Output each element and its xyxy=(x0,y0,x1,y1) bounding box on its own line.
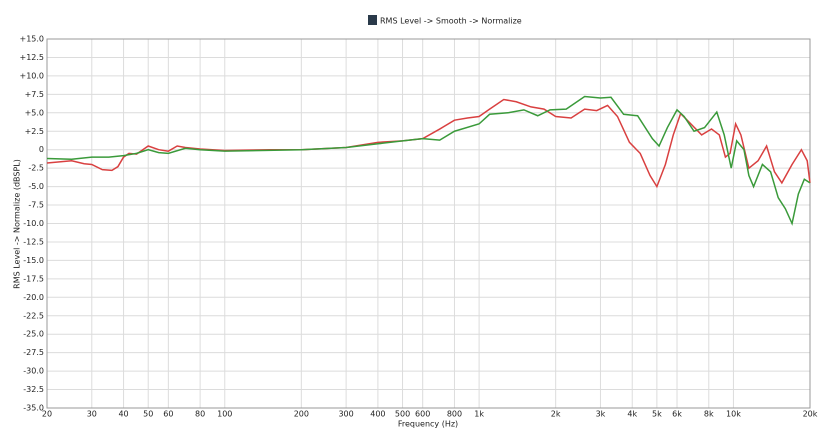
y-tick-label: -15.0 xyxy=(23,256,44,265)
y-tick-label: +10.0 xyxy=(19,71,44,80)
y-tick-label: +5.0 xyxy=(25,108,44,117)
x-tick-label: 200 xyxy=(294,410,309,419)
x-tick-label: 100 xyxy=(217,410,232,419)
chart-title: RMS Level -> Smooth -> Normalize xyxy=(380,17,522,26)
y-tick-label: -12.5 xyxy=(23,237,44,246)
y-tick-label: -20.0 xyxy=(23,293,44,302)
y-tick-label: -35.0 xyxy=(23,404,44,413)
x-tick-label: 60 xyxy=(163,410,173,419)
y-tick-label: -22.5 xyxy=(23,311,44,320)
y-tick-label: -7.5 xyxy=(28,201,44,210)
x-tick-label: 4k xyxy=(627,410,637,419)
x-tick-label: 400 xyxy=(370,410,385,419)
y-axis-label: RMS Level -> Normalize (dBSPL) xyxy=(13,159,22,289)
fx-icon xyxy=(368,15,377,25)
y-tick-label: +2.5 xyxy=(25,127,44,136)
y-tick-label: -32.5 xyxy=(23,385,44,394)
x-tick-label: 40 xyxy=(118,410,128,419)
y-tick-label: -27.5 xyxy=(23,348,44,357)
x-tick-label: 20k xyxy=(803,410,818,419)
y-tick-label: -10.0 xyxy=(23,219,44,228)
x-axis-label: Frequency (Hz) xyxy=(398,420,458,429)
x-tick-label: 10k xyxy=(726,410,741,419)
x-tick-label: 20 xyxy=(42,410,52,419)
y-tick-label: +15.0 xyxy=(19,35,44,44)
y-tick-label: -30.0 xyxy=(23,367,44,376)
x-tick-label: 5k xyxy=(652,410,662,419)
y-tick-label: +7.5 xyxy=(25,90,44,99)
x-tick-label: 8k xyxy=(704,410,714,419)
x-tick-label: 600 xyxy=(415,410,430,419)
x-tick-label: 300 xyxy=(338,410,353,419)
x-tick-label: 50 xyxy=(143,410,153,419)
y-tick-label: +12.5 xyxy=(19,53,44,62)
y-tick-label: -17.5 xyxy=(23,274,44,283)
y-tick-label: -25.0 xyxy=(23,330,44,339)
plot-border xyxy=(46,38,811,409)
series-line xyxy=(46,95,811,226)
y-tick-label: -5.0 xyxy=(28,182,44,191)
y-tick-label: -2.5 xyxy=(28,164,44,173)
y-tick-label: 0 xyxy=(39,145,44,154)
x-tick-label: 1k xyxy=(474,410,484,419)
series-line xyxy=(46,98,811,189)
x-tick-label: 800 xyxy=(447,410,462,419)
x-tick-label: 3k xyxy=(596,410,606,419)
x-tick-label: 6k xyxy=(672,410,682,419)
x-tick-label: 80 xyxy=(195,410,205,419)
x-tick-label: 2k xyxy=(551,410,561,419)
x-tick-label: 30 xyxy=(87,410,97,419)
x-tick-label: 500 xyxy=(395,410,410,419)
